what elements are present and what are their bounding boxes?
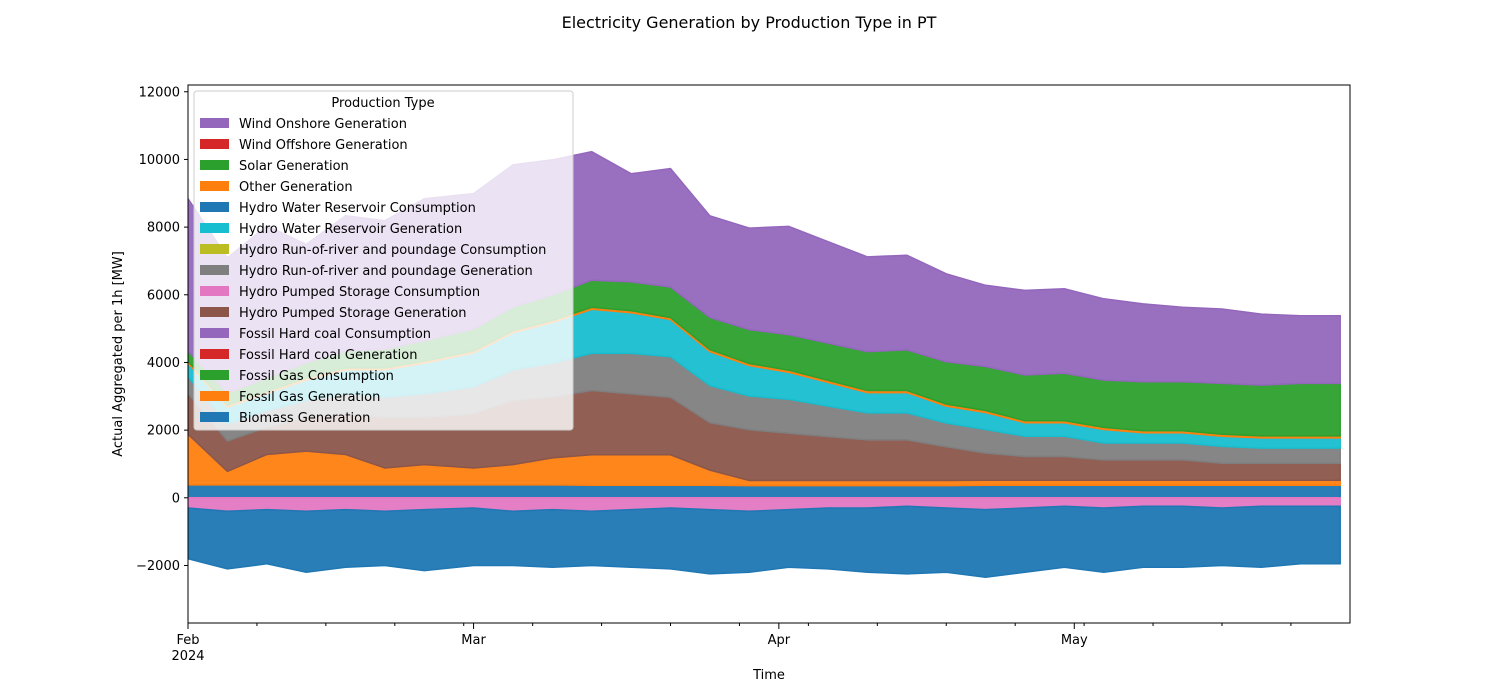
legend-swatch bbox=[200, 160, 229, 170]
area-series-10 bbox=[188, 505, 1341, 579]
legend-swatch bbox=[200, 244, 229, 254]
x-tick-label: Feb bbox=[176, 633, 199, 648]
x-axis-title: Time bbox=[752, 668, 785, 683]
legend-swatch bbox=[200, 118, 229, 128]
y-tick-label: 2000 bbox=[147, 424, 180, 439]
legend-item-label: Hydro Run-of-river and poundage Generati… bbox=[239, 264, 533, 279]
legend-items: Wind Onshore Generation Wind Offshore Gen… bbox=[200, 117, 546, 426]
plot-frame bbox=[187, 84, 1351, 624]
area-series-0 bbox=[188, 484, 1341, 499]
legend-swatch bbox=[200, 286, 229, 296]
y-tick-label: −2000 bbox=[136, 559, 180, 574]
y-tick-label: 4000 bbox=[147, 356, 180, 371]
legend-item-label: Hydro Pumped Storage Generation bbox=[239, 306, 467, 321]
legend-swatch bbox=[200, 223, 229, 233]
legend-swatch bbox=[200, 265, 229, 275]
legend-item-label: Hydro Water Reservoir Consumption bbox=[239, 201, 476, 216]
y-tick-label: 6000 bbox=[147, 288, 180, 303]
legend-swatch bbox=[200, 391, 229, 401]
legend-swatch bbox=[200, 349, 229, 359]
legend-item-label: Fossil Hard coal Generation bbox=[239, 348, 417, 363]
legend-swatch bbox=[200, 328, 229, 338]
legend-box bbox=[193, 90, 574, 431]
legend-item-label: Biomass Generation bbox=[239, 411, 370, 426]
legend-item-label: Fossil Gas Consumption bbox=[239, 369, 394, 384]
legend: Production Type Wind Onshore GenerationW… bbox=[193, 90, 574, 431]
y-tick-label: 8000 bbox=[147, 221, 180, 236]
x-tick-label: Mar bbox=[461, 633, 486, 648]
legend-item-label: Hydro Water Reservoir Generation bbox=[239, 222, 462, 237]
legend-item-label: Hydro Run-of-river and poundage Consumpt… bbox=[239, 243, 546, 258]
legend-item-label: Fossil Gas Generation bbox=[239, 390, 380, 405]
x-tick-label: Apr bbox=[768, 633, 791, 648]
y-tick-label: 0 bbox=[172, 491, 180, 506]
legend-item-label: Solar Generation bbox=[239, 159, 349, 174]
legend-swatch bbox=[200, 412, 229, 422]
legend-item-label: Hydro Pumped Storage Consumption bbox=[239, 285, 480, 300]
y-axis-title: Actual Aggregated per 1h [MW] bbox=[111, 251, 126, 457]
x-tick-label: May bbox=[1061, 633, 1088, 648]
legend-title: Production Type bbox=[331, 96, 434, 111]
legend-swatch bbox=[200, 370, 229, 380]
chart-title: Electricity Generation by Production Typ… bbox=[562, 13, 937, 32]
legend-swatch bbox=[200, 307, 229, 317]
y-axis: −2000 0 2000 4000 6000 8000 10000 12000 bbox=[136, 85, 188, 574]
x-tick-sublabel: 2024 bbox=[171, 649, 204, 664]
legend-item-label: Other Generation bbox=[239, 180, 353, 195]
legend-swatch bbox=[200, 202, 229, 212]
legend-item-label: Wind Onshore Generation bbox=[239, 117, 407, 132]
y-tick-label: 12000 bbox=[139, 85, 180, 100]
legend-swatch bbox=[200, 139, 229, 149]
y-tick-label: 10000 bbox=[139, 153, 180, 168]
legend-item-label: Wind Offshore Generation bbox=[239, 138, 408, 153]
legend-item-label: Fossil Hard coal Consumption bbox=[239, 327, 431, 342]
legend-swatch bbox=[200, 181, 229, 191]
